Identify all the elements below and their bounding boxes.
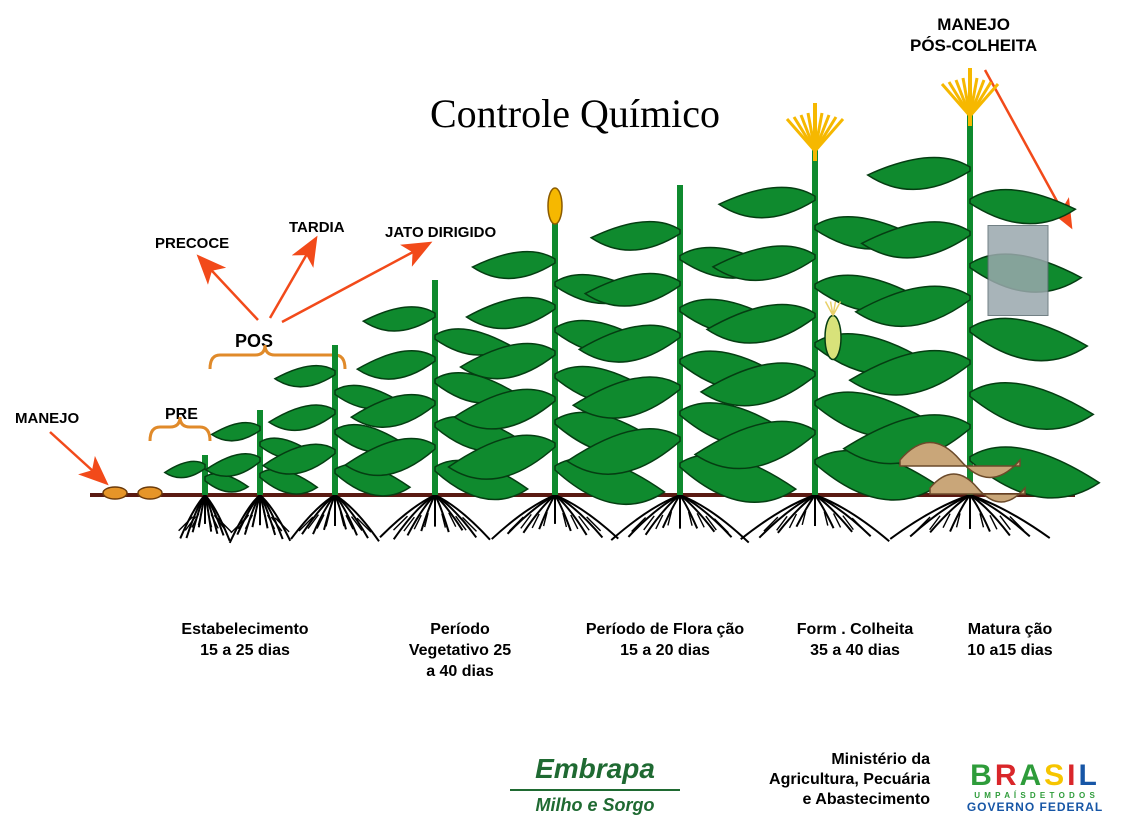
arrow-precoce <box>200 258 258 320</box>
logo-embrapa: Embrapa Milho e Sorgo <box>510 753 680 816</box>
roots <box>230 495 291 543</box>
bracket-pre <box>150 417 210 441</box>
logo-brasil: BRASIL U M P A Í S D E T O D O S GOVERNO… <box>950 761 1120 814</box>
roots <box>380 495 490 540</box>
footer: Embrapa Milho e Sorgo Ministério da Agri… <box>0 729 1124 824</box>
embrapa-bar <box>510 789 680 791</box>
arrow-manejo <box>50 432 105 482</box>
brasil-tag1: U M P A Í S D E T O D O S <box>950 791 1120 800</box>
stage-estab: Estabelecimento15 a 25 dias <box>155 620 335 662</box>
plant-seed-1 <box>103 487 127 499</box>
brasil-tag2: GOVERNO FEDERAL <box>950 800 1120 814</box>
tassel <box>787 103 843 161</box>
diagram-root: { "title": { "text": "Controle Químico",… <box>0 0 1124 834</box>
arrow-tardia <box>270 240 315 318</box>
roots <box>890 495 1050 539</box>
roots <box>291 495 379 541</box>
bracket-pos <box>210 345 345 369</box>
drawing-layer <box>0 0 1124 834</box>
roots <box>179 495 232 541</box>
stage-flor: Período de Flora ção15 a 20 dias <box>560 620 770 662</box>
stage-veg: PeríodoVegetativo 25a 40 dias <box>360 620 560 682</box>
plant-seed-2 <box>138 487 162 499</box>
stage-form: Form . Colheita35 a 40 dias <box>770 620 940 662</box>
roots <box>492 495 619 539</box>
embrapa-bottom: Milho e Sorgo <box>510 795 680 816</box>
embrapa-top: Embrapa <box>510 753 680 785</box>
brasil-word: BRASIL <box>950 761 1120 791</box>
stage-matur: Matura ção10 a15 dias <box>935 620 1085 662</box>
logo-ministry: Ministério da Agricultura, Pecuária e Ab… <box>720 750 930 810</box>
